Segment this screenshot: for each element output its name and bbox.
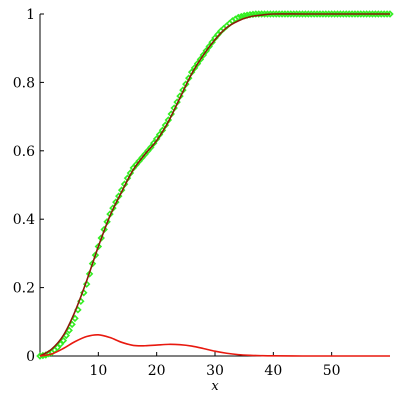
- series-0: [39, 13, 390, 357]
- series-1: [36, 10, 394, 360]
- scatter-point: [386, 10, 394, 18]
- x-tick-label: 20: [148, 363, 166, 379]
- scatter-point: [193, 59, 202, 68]
- series-line: [39, 13, 390, 357]
- x-tick-label: 40: [264, 363, 282, 379]
- scatter-point: [85, 270, 94, 278]
- scatter-point: [202, 47, 210, 55]
- x-tick-label: 30: [206, 363, 224, 379]
- scatter-point: [94, 242, 103, 251]
- scatter-point: [199, 51, 208, 59]
- series-line: [39, 333, 390, 357]
- axes: [39, 14, 390, 357]
- scatter-point: [91, 251, 100, 259]
- y-tick-label: 0.8: [13, 75, 35, 91]
- x-tick-label: 50: [323, 363, 341, 379]
- y-tick-label: 0.2: [13, 281, 35, 297]
- y-tick-label: 1: [26, 7, 35, 23]
- y-ticks: 0 0.2 0.4 0.6 0.8 1: [13, 7, 44, 365]
- x-tick-label: 10: [89, 363, 107, 379]
- scatter-point: [88, 259, 97, 268]
- y-tick-label: 0: [26, 349, 35, 365]
- x-ticks: 10 20 30 40 50: [89, 352, 341, 379]
- scatter-point: [59, 336, 68, 345]
- scatter-point: [196, 55, 205, 64]
- scatter-point: [53, 343, 62, 352]
- plot-series: [36, 10, 394, 360]
- x-axis-title: x: [211, 379, 219, 394]
- y-tick-label: 0.6: [13, 144, 35, 160]
- series-2: [39, 333, 390, 357]
- y-tick-label: 0.4: [13, 212, 35, 228]
